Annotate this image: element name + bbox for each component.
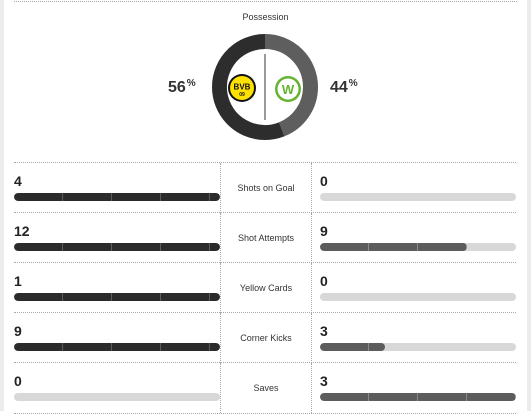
home-stat-cell: 4	[14, 163, 220, 213]
home-stat-bar	[14, 243, 220, 251]
stat-label: Yellow Cards	[220, 263, 312, 313]
home-logo-number: 09	[239, 92, 245, 98]
home-possession-value: 56%	[168, 78, 196, 96]
away-stat-value: 3	[320, 323, 328, 339]
away-stat-cell: 0	[320, 263, 516, 313]
away-stat-bar	[320, 243, 516, 251]
away-stat-cell: 3	[320, 313, 516, 363]
stat-label: Shot Attempts	[220, 213, 312, 263]
stat-row: 0 Saves 3	[14, 362, 516, 414]
away-stat-bar-fill	[320, 243, 467, 251]
home-stat-value: 1	[14, 273, 22, 289]
away-team-logo: W	[274, 75, 302, 108]
away-stat-value: 0	[320, 273, 328, 289]
away-stat-value: 0	[320, 173, 328, 189]
possession-donut	[212, 34, 318, 140]
home-logo-letters: BVB	[234, 83, 251, 92]
possession-away-arc	[212, 34, 318, 140]
away-stat-bar-fill	[320, 393, 516, 401]
home-stat-cell: 9	[14, 313, 220, 363]
stat-label: Saves	[220, 363, 312, 413]
away-stat-bar	[320, 343, 516, 351]
away-possession-value: 44%	[330, 78, 358, 96]
stat-label: Shots on Goal	[220, 163, 312, 213]
wolfsburg-logo-icon: W	[275, 76, 301, 102]
right-edge	[527, 0, 531, 411]
stat-row: 9 Corner Kicks 3	[14, 312, 516, 363]
bvb-logo-icon: BVB 09	[228, 74, 256, 102]
home-stat-value: 4	[14, 173, 22, 189]
stat-row: 1 Yellow Cards 0	[14, 262, 516, 313]
home-stat-cell: 12	[14, 213, 220, 263]
home-stat-cell: 0	[14, 363, 220, 413]
away-logo-letter: W	[282, 82, 295, 97]
home-stat-bar-fill	[14, 293, 220, 301]
away-stat-bar	[320, 393, 516, 401]
home-stat-bar	[14, 193, 220, 201]
home-stat-cell: 1	[14, 263, 220, 313]
home-stat-value: 0	[14, 373, 22, 389]
left-edge	[0, 0, 4, 411]
stat-label: Corner Kicks	[220, 313, 312, 363]
home-stat-bar-fill	[14, 193, 220, 201]
away-stat-value: 9	[320, 223, 328, 239]
away-stat-cell: 0	[320, 163, 516, 213]
away-stat-bar-fill	[320, 343, 385, 351]
home-stat-bar	[14, 293, 220, 301]
away-stat-value: 3	[320, 373, 328, 389]
home-stat-bar-fill	[14, 343, 220, 351]
stat-row: 12 Shot Attempts 9	[14, 212, 516, 263]
home-stat-bar	[14, 393, 220, 401]
top-divider	[14, 1, 517, 2]
home-team-logo: BVB 09	[227, 73, 257, 108]
home-stat-bar-fill	[14, 243, 220, 251]
home-stat-value: 12	[14, 223, 30, 239]
stat-row: 4 Shots on Goal 0	[14, 162, 516, 213]
away-stat-cell: 9	[320, 213, 516, 263]
home-stat-bar	[14, 343, 220, 351]
possession-title: Possession	[242, 12, 289, 22]
home-stat-value: 9	[14, 323, 22, 339]
away-stat-cell: 3	[320, 363, 516, 413]
away-stat-bar	[320, 293, 516, 301]
away-stat-bar	[320, 193, 516, 201]
